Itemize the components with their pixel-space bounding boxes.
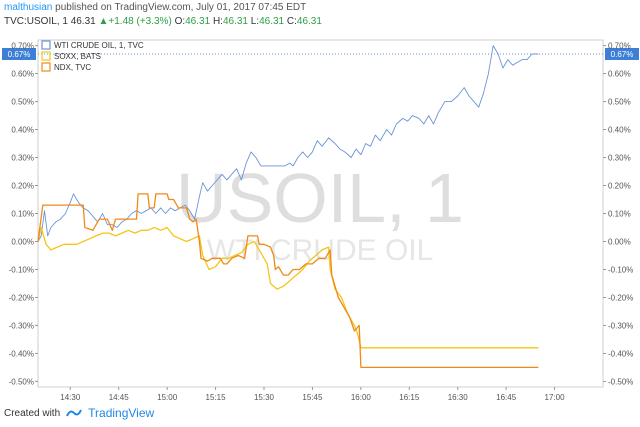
y-tick-label-left: 0.20%	[11, 182, 34, 191]
y-tick-label-right: 0.20%	[608, 182, 631, 191]
x-tick-label: 14:45	[109, 393, 130, 402]
symbol-info: TVC:USOIL, 1 46.31 ▲+1.48 (+3.3%) O:46.3…	[4, 16, 322, 27]
last-price: 46.31	[70, 16, 96, 27]
y-tick-label-right: 0.50%	[608, 98, 631, 107]
x-tick-label: 16:45	[496, 393, 517, 402]
watermark-symbol: USOIL, 1	[176, 159, 464, 237]
symbol-name: TVC:USOIL, 1	[4, 16, 68, 27]
y-tick-label-right: -0.30%	[608, 321, 633, 330]
price-change: +1.48 (+3.3%)	[108, 16, 172, 27]
x-tick-label: 16:15	[399, 393, 420, 402]
y-tick-label-right: -0.10%	[608, 265, 633, 274]
y-tick-label-left: 0.60%	[11, 70, 34, 79]
legend-label: WTI CRUDE OIL, 1, TVC	[54, 41, 144, 50]
legend-swatch	[41, 40, 51, 50]
y-tick-label-right: 0.10%	[608, 210, 631, 219]
axes: 0.70% 0.70% 0.60% 0.60% 0.50% 0.50% 0.40% 0.40%…	[9, 42, 634, 402]
publish-text: published on TradingView.com, July 01, 2…	[52, 2, 307, 13]
y-tick-label-right: -0.50%	[608, 377, 633, 386]
series-line-0	[37, 45, 539, 242]
y-tick-label-left: 0.40%	[11, 126, 34, 135]
x-tick-label: 15:15	[206, 393, 227, 402]
y-tick-label-right: -0.40%	[608, 349, 633, 358]
legend: WTI CRUDE OIL, 1, TVC SOXX, BATS NDX, TVC	[41, 40, 144, 72]
last-value-badge-right	[605, 47, 639, 60]
y-tick-label-right: 0.30%	[608, 154, 631, 163]
y-tick-label-right: -0.20%	[608, 293, 633, 302]
y-tick-label-left: 0.30%	[11, 154, 34, 163]
up-arrow-icon: ▲	[98, 16, 109, 27]
publish-info: malthusian published on TradingView.com,…	[4, 2, 306, 13]
low-label: L:	[250, 16, 260, 27]
tradingview-link[interactable]: TradingView	[88, 406, 155, 420]
y-tick-label-left: 0.00%	[11, 237, 34, 246]
open-label: O:	[174, 16, 186, 27]
y-tick-label-right: 0.40%	[608, 126, 631, 135]
legend-label: SOXX, BATS	[54, 52, 101, 61]
footer: Created with TradingView	[4, 406, 154, 420]
y-tick-label-left: -0.50%	[9, 377, 34, 386]
legend-swatch	[41, 62, 51, 72]
y-tick-label-right: 0.70%	[608, 42, 631, 51]
y-tick-label-left: -0.30%	[9, 321, 34, 330]
x-tick-label: 15:45	[302, 393, 323, 402]
y-tick-label-left: 0.70%	[11, 42, 34, 51]
last-value-label-left: 0.67%	[8, 50, 31, 59]
x-tick-label: 16:00	[351, 393, 372, 402]
series-line-2	[37, 193, 539, 369]
high-label: H:	[212, 16, 223, 27]
x-tick-label: 16:30	[448, 393, 469, 402]
high-value: 46.31	[222, 16, 248, 27]
y-tick-label-left: 0.10%	[11, 210, 34, 219]
x-tick-label: 15:30	[254, 393, 275, 402]
author-link[interactable]: malthusian	[4, 2, 53, 13]
low-value: 46.31	[259, 16, 285, 27]
x-tick-label: 14:30	[60, 393, 81, 402]
x-tick-label: 15:00	[157, 393, 178, 402]
last-value-line: 0.67% 0.67%	[2, 47, 639, 60]
y-tick-label-left: -0.40%	[9, 349, 34, 358]
tradingview-logo-icon	[66, 409, 83, 417]
y-tick-label-left: 0.50%	[11, 98, 34, 107]
last-value-badge-left	[2, 47, 36, 60]
y-tick-label-left: -0.10%	[9, 265, 34, 274]
series-line-1	[37, 226, 539, 349]
watermark-name: WTI CRUDE OIL	[207, 234, 434, 267]
x-tick-label: 17:00	[545, 393, 566, 402]
last-value-label-right: 0.67%	[611, 50, 634, 59]
y-tick-label-right: 0.00%	[608, 237, 631, 246]
close-label: C:	[286, 16, 297, 27]
open-value: 46.31	[185, 16, 211, 27]
series-group	[37, 45, 539, 369]
legend-swatch	[41, 51, 51, 61]
close-value: 46.31	[296, 16, 322, 27]
y-tick-label-left: -0.20%	[9, 293, 34, 302]
legend-label: NDX, TVC	[54, 63, 91, 72]
created-with-text: Created with	[4, 407, 61, 419]
y-tick-label-right: 0.60%	[608, 70, 631, 79]
